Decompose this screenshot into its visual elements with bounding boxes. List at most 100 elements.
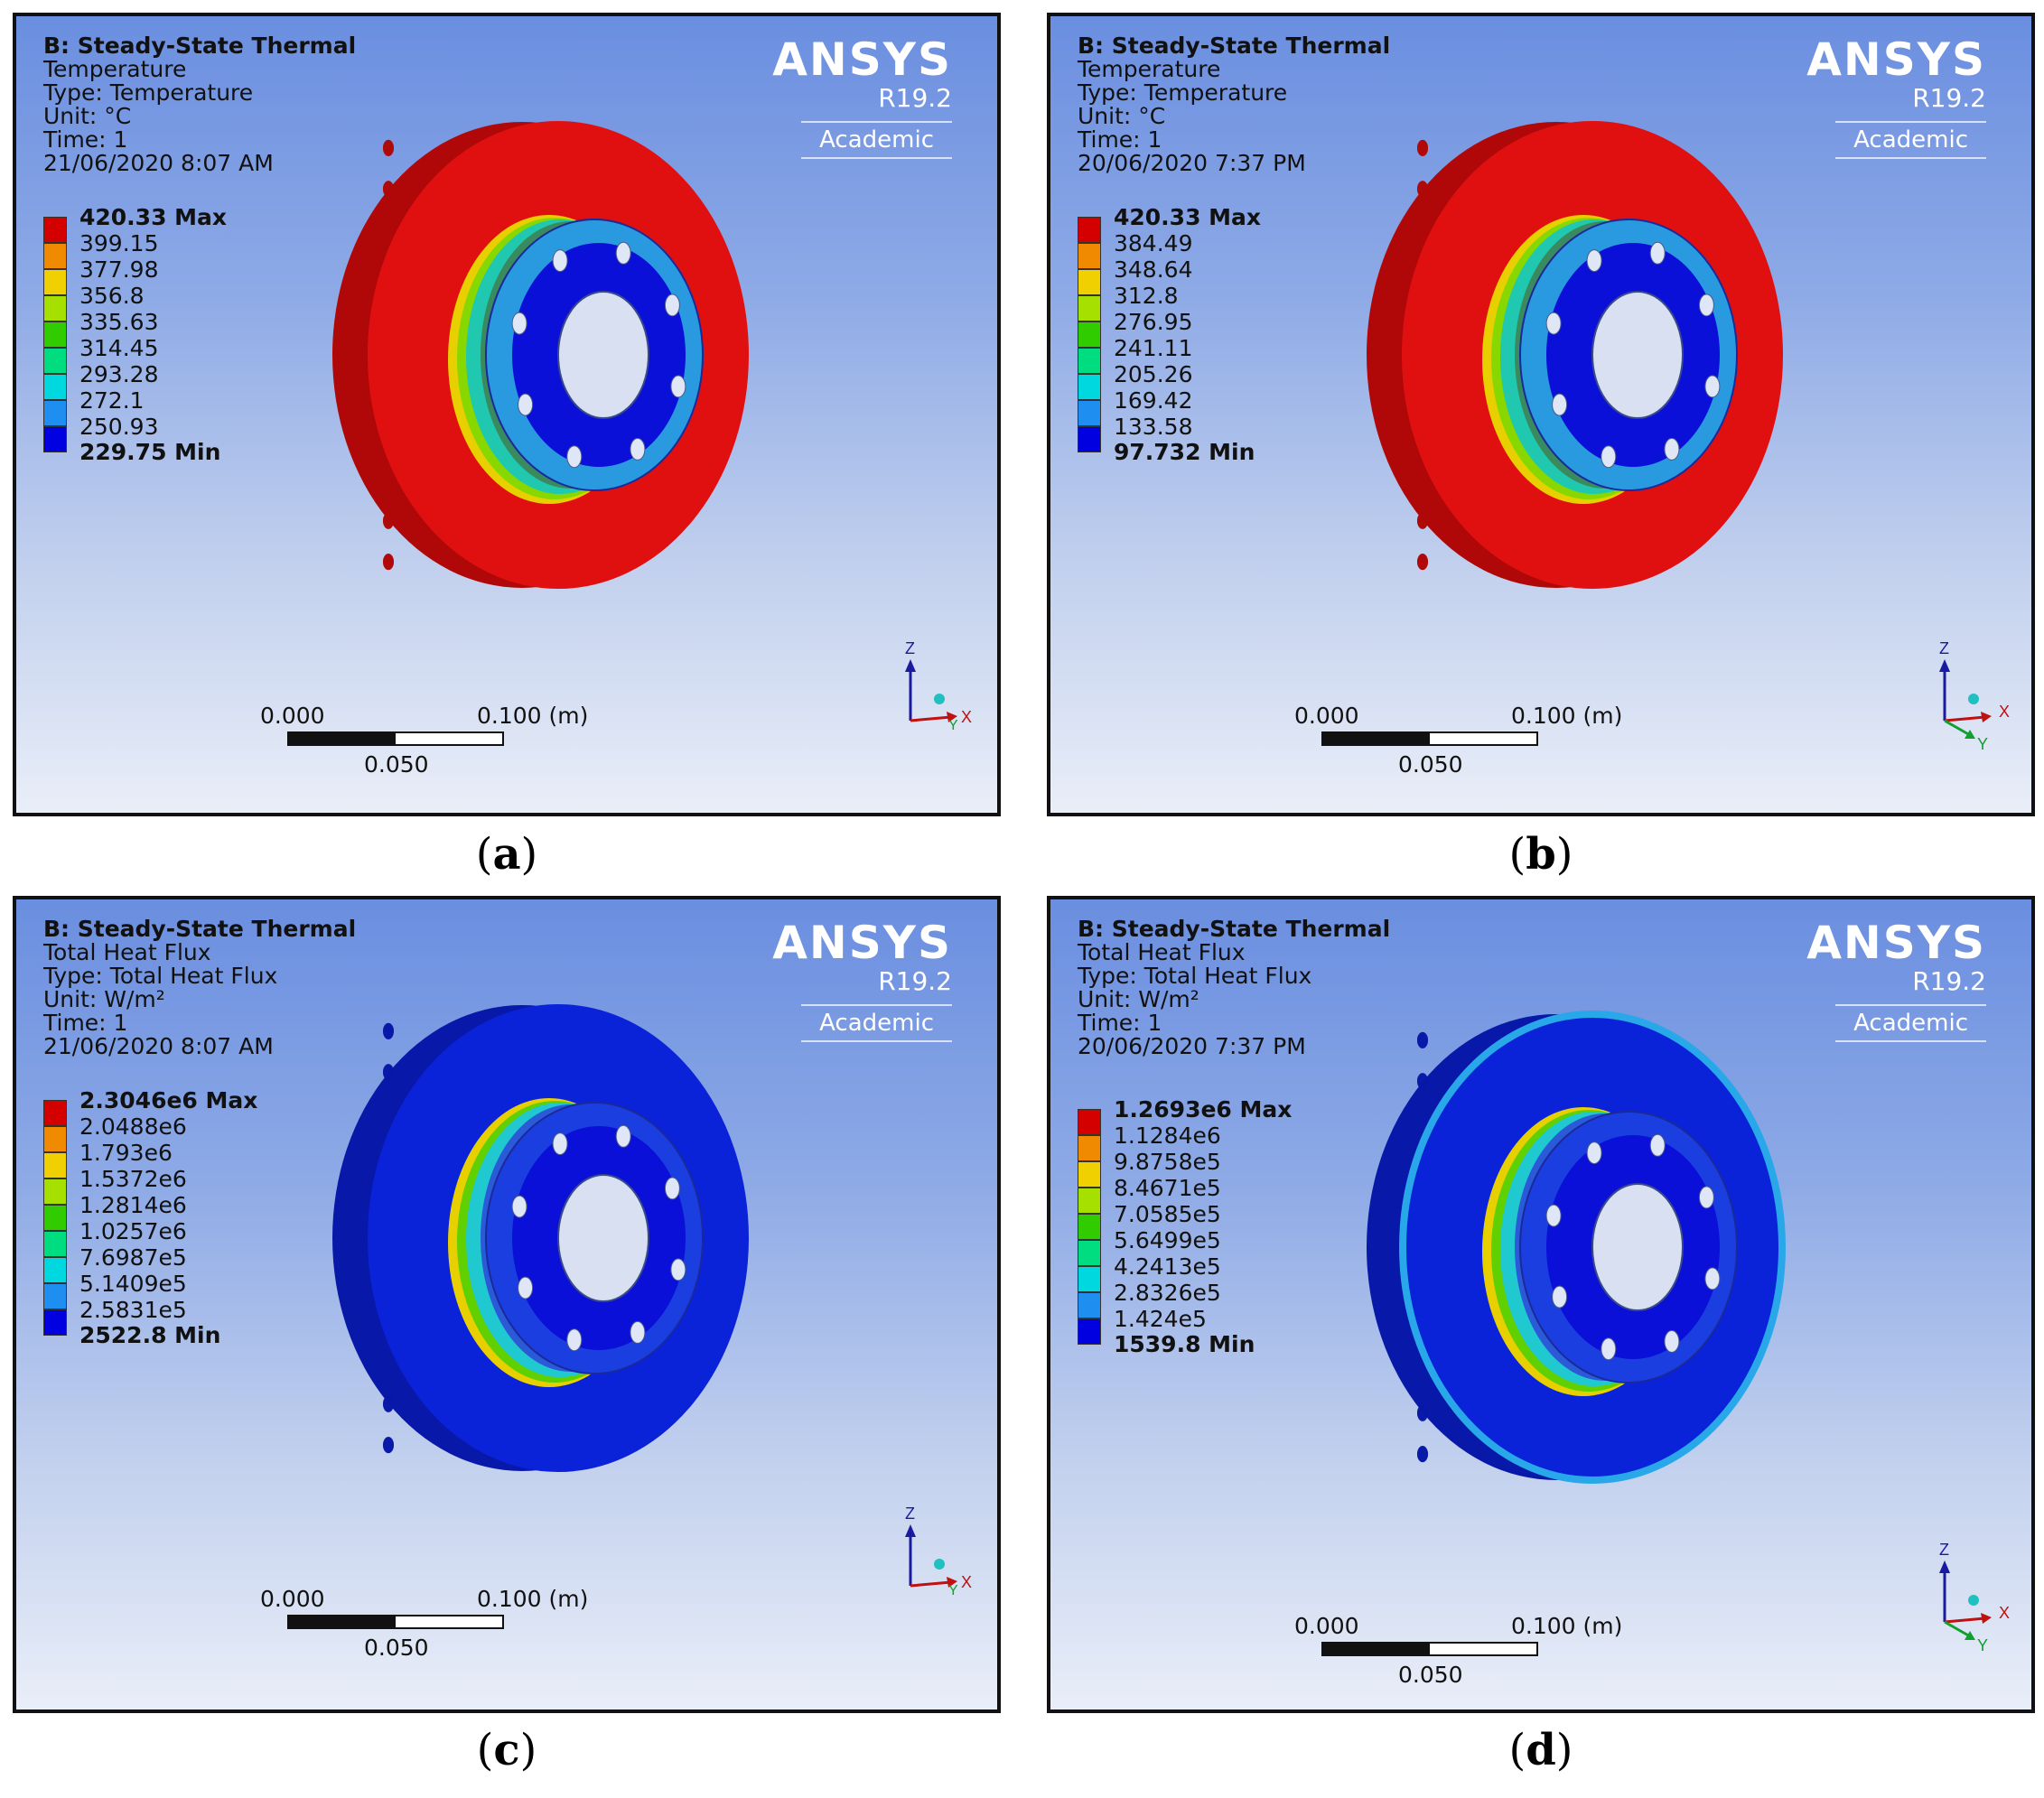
legend-swatch <box>43 426 67 452</box>
legend-swatch <box>1078 1292 1101 1318</box>
result-unit: Unit: °C <box>43 103 132 129</box>
scale-end: 0.100 (m) <box>1511 1613 1623 1639</box>
legend-swatch <box>1078 1266 1101 1292</box>
legend-swatch <box>43 295 67 321</box>
result-info: B: Steady-State Thermal Total Heat Flux … <box>1078 918 1390 1058</box>
brake-disc-model <box>1367 121 1783 589</box>
brand-name: ANSYS <box>772 917 952 969</box>
legend-swatch <box>43 243 67 269</box>
legend-swatch <box>1078 269 1101 295</box>
axis-triad: Z X Y <box>905 1505 972 1598</box>
legend-value-label: 314.45 <box>79 335 159 361</box>
version-label: R19.2 <box>878 83 952 113</box>
legend-swatch <box>43 348 67 374</box>
result-type: Type: Temperature <box>1078 79 1288 106</box>
legend-value-label: 2.5831e5 <box>79 1297 187 1323</box>
result-info: B: Steady-State Thermal Temperature Type… <box>43 34 356 175</box>
legend-swatch <box>1078 426 1101 452</box>
scale-bar-graphic <box>1321 731 1538 746</box>
legend-value-label: 8.4671e5 <box>1114 1175 1221 1201</box>
result-date: 21/06/2020 8:07 AM <box>43 1033 274 1059</box>
legend-max-label: 420.33 Max <box>1114 204 1262 230</box>
axis-triad-container[interactable]: Z X Y <box>883 639 983 757</box>
edition-label: Academic <box>801 1004 952 1042</box>
legend-value-label: 2.8326e5 <box>1114 1280 1221 1306</box>
legend-value-label: 5.1409e5 <box>79 1271 187 1297</box>
legend-swatch <box>43 269 67 295</box>
version-label: R19.2 <box>1912 966 1986 996</box>
legend-swatch <box>43 1257 67 1283</box>
caption-b: (b) <box>1508 829 1573 880</box>
result-info: B: Steady-State Thermal Temperature Type… <box>1078 34 1390 175</box>
legend-value-label: 133.58 <box>1114 414 1193 440</box>
scale-mid: 0.050 <box>1398 1662 1463 1688</box>
scale-start: 0.000 <box>260 703 325 729</box>
panel-d: B: Steady-State Thermal Total Heat Flux … <box>1047 896 2035 1713</box>
brake-disc-model <box>1367 1011 1786 1484</box>
result-unit: Unit: °C <box>1078 103 1166 129</box>
analysis-title: B: Steady-State Thermal <box>1078 33 1391 59</box>
legend-value-label: 205.26 <box>1114 361 1193 387</box>
axis-triad-container[interactable]: Z X Y <box>1918 639 2017 757</box>
scale-bar-graphic <box>287 1615 504 1629</box>
scale-bar: 0.000 0.100 (m) 0.050 <box>1294 703 1656 784</box>
legend-max-label: 2.3046e6 Max <box>79 1087 258 1113</box>
legend-value-label: 2.0488e6 <box>79 1113 187 1140</box>
scale-bar: 0.000 0.100 (m) 0.050 <box>1294 1613 1656 1694</box>
axis-triad-container[interactable]: Z X Y <box>1918 1541 2017 1658</box>
legend-swatch <box>1078 1109 1101 1135</box>
legend-swatch <box>43 1283 67 1309</box>
result-time: Time: 1 <box>1078 1010 1162 1036</box>
legend-swatch <box>1078 374 1101 400</box>
caption-a: (a) <box>475 829 538 880</box>
legend-value-label: 1.793e6 <box>79 1140 173 1166</box>
legend-swatch <box>43 374 67 400</box>
legend-value-label: 348.64 <box>1114 256 1193 283</box>
legend-swatch <box>1078 217 1101 243</box>
model-viewport[interactable] <box>1358 1003 1827 1495</box>
result-info: B: Steady-State Thermal Total Heat Flux … <box>43 918 356 1058</box>
legend-swatch <box>1078 400 1101 426</box>
result-date: 21/06/2020 8:07 AM <box>43 150 274 176</box>
version-label: R19.2 <box>878 966 952 996</box>
axis-x-label: X <box>961 1573 972 1591</box>
axis-triad: Z X Y <box>905 639 972 733</box>
model-viewport[interactable] <box>1358 111 1827 602</box>
result-type: Type: Total Heat Flux <box>1078 963 1312 989</box>
view-point-icon <box>934 1559 945 1570</box>
scale-bar-graphic <box>287 731 504 746</box>
brand-name: ANSYS <box>772 33 952 86</box>
legend-swatch <box>1078 1188 1101 1214</box>
version-label: R19.2 <box>1912 83 1986 113</box>
scale-bar-graphic <box>1321 1642 1538 1656</box>
panel-b: B: Steady-State Thermal Temperature Type… <box>1047 13 2035 816</box>
model-viewport[interactable] <box>323 111 793 602</box>
scale-bar: 0.000 0.100 (m) 0.050 <box>260 703 621 784</box>
legend-swatch <box>1078 348 1101 374</box>
result-name: Temperature <box>1078 56 1221 82</box>
legend-swatch <box>1078 1214 1101 1240</box>
scale-start: 0.000 <box>1294 1613 1359 1639</box>
axis-triad-container[interactable]: Z X Y <box>883 1505 983 1622</box>
model-viewport[interactable] <box>323 994 793 1486</box>
legend-value-label: 1.5372e6 <box>79 1166 187 1192</box>
legend-swatch <box>43 1100 67 1126</box>
legend-value-label: 5.6499e5 <box>1114 1227 1221 1253</box>
legend-value-label: 384.49 <box>1114 230 1193 256</box>
brand-name: ANSYS <box>1806 917 1986 969</box>
legend-value-label: 312.8 <box>1114 283 1179 309</box>
axis-x-label: X <box>1999 703 2010 721</box>
ansys-logo: ANSYS R19.2 Academic <box>1806 918 1986 1042</box>
scale-mid: 0.050 <box>1398 751 1463 778</box>
scale-mid: 0.050 <box>364 751 429 778</box>
view-point-icon <box>1968 694 1979 704</box>
axis-x-label: X <box>961 708 972 726</box>
legend-max-label: 1.2693e6 Max <box>1114 1096 1293 1123</box>
axis-y-label: Y <box>1977 1636 1988 1654</box>
legend-swatch <box>1078 295 1101 321</box>
legend-min-label: 2522.8 Min <box>79 1322 221 1348</box>
axis-z-label: Z <box>905 1505 915 1523</box>
scale-end: 0.100 (m) <box>1511 703 1623 729</box>
legend-value-label: 377.98 <box>79 256 159 283</box>
result-unit: Unit: W/m² <box>43 986 165 1012</box>
